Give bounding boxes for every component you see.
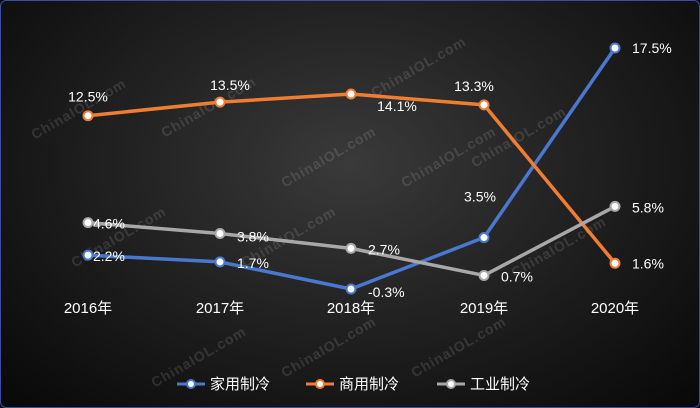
data-label: 0.7% bbox=[501, 268, 533, 284]
data-point bbox=[609, 42, 621, 54]
data-label: 14.1% bbox=[377, 98, 417, 114]
data-point bbox=[214, 227, 226, 239]
data-point bbox=[345, 88, 357, 100]
watermark-layer: ChinaIOL.com ChinaIOL.com ChinaIOL.com Chin… bbox=[28, 33, 609, 390]
data-label: 1.7% bbox=[237, 255, 269, 271]
data-point bbox=[214, 256, 226, 268]
data-label: 3.8% bbox=[237, 228, 269, 244]
data-point bbox=[609, 257, 621, 269]
series-points bbox=[82, 42, 621, 295]
data-labels: 2.2% 1.7% -0.3% 3.5% 17.5% 12.5% 13.5% 14.1% 13.… bbox=[68, 40, 672, 300]
data-point bbox=[478, 99, 490, 111]
data-label: 5.8% bbox=[632, 199, 664, 215]
data-label: 12.5% bbox=[68, 89, 108, 105]
watermark-text: ChinaIOL.com bbox=[278, 123, 379, 190]
data-point bbox=[214, 96, 226, 108]
data-point bbox=[345, 242, 357, 254]
data-point bbox=[82, 110, 94, 122]
x-axis-ticks: 2016年 2017年 2018年 2019年 2020年 bbox=[64, 300, 639, 317]
data-point bbox=[82, 217, 94, 229]
legend-item: 家用制冷 bbox=[177, 376, 270, 393]
legend-label: 工业制冷 bbox=[470, 376, 530, 393]
legend: 家用制冷 商用制冷 工业制冷 bbox=[177, 376, 530, 393]
data-point bbox=[82, 249, 94, 261]
legend-marker bbox=[446, 379, 456, 389]
data-point bbox=[345, 283, 357, 295]
data-label: 2.7% bbox=[368, 241, 400, 257]
watermark-text: ChinaIOL.com bbox=[28, 75, 129, 142]
x-tick-label: 2020年 bbox=[591, 300, 639, 317]
data-point bbox=[478, 232, 490, 244]
legend-marker bbox=[186, 379, 196, 389]
legend-item: 商用制冷 bbox=[306, 376, 399, 393]
data-label: 13.5% bbox=[210, 77, 250, 93]
data-point bbox=[478, 269, 490, 281]
x-tick-label: 2019年 bbox=[460, 300, 508, 317]
data-label: 3.5% bbox=[464, 189, 496, 205]
watermark-text: ChinaIOL.com bbox=[278, 313, 379, 380]
legend-label: 商用制冷 bbox=[339, 376, 399, 393]
data-label: 2.2% bbox=[93, 248, 125, 264]
data-label: 1.6% bbox=[632, 255, 664, 271]
x-tick-label: 2018年 bbox=[327, 300, 375, 317]
x-tick-label: 2017年 bbox=[196, 300, 244, 317]
data-label: 13.3% bbox=[454, 78, 494, 94]
data-label: 17.5% bbox=[632, 40, 672, 56]
legend-item: 工业制冷 bbox=[437, 376, 530, 393]
legend-marker bbox=[315, 379, 325, 389]
legend-label: 家用制冷 bbox=[210, 376, 270, 393]
x-tick-label: 2016年 bbox=[64, 300, 112, 317]
watermark-text: ChinaIOL.com bbox=[408, 313, 509, 380]
data-label: -0.3% bbox=[368, 284, 405, 300]
data-point bbox=[609, 200, 621, 212]
data-label: 4.6% bbox=[93, 216, 125, 232]
